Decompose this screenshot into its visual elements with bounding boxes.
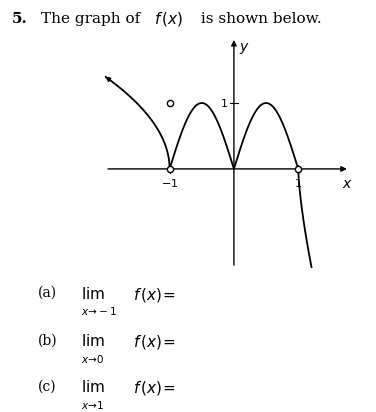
Text: $1$: $1$ xyxy=(220,97,227,109)
Text: is shown below.: is shown below. xyxy=(196,12,321,26)
Text: The graph of: The graph of xyxy=(41,12,146,26)
Text: 5.: 5. xyxy=(11,12,27,26)
Text: $f\,(x)$: $f\,(x)$ xyxy=(154,9,183,28)
Text: (b): (b) xyxy=(38,333,57,347)
Text: $f\,(x)\!=\!$: $f\,(x)\!=\!$ xyxy=(133,379,176,397)
Text: $x\!\to\!-1$: $x\!\to\!-1$ xyxy=(81,305,117,317)
Text: $1$: $1$ xyxy=(294,178,302,190)
Text: y: y xyxy=(239,40,247,54)
Text: $f\,(x)\!=\!$: $f\,(x)\!=\!$ xyxy=(133,333,176,351)
Text: $-1$: $-1$ xyxy=(161,178,178,190)
Text: $\lim$: $\lim$ xyxy=(81,379,105,396)
Text: $\lim$: $\lim$ xyxy=(81,286,105,302)
Text: $x\!\to\!0$: $x\!\to\!0$ xyxy=(81,353,105,365)
Text: $x\!\to\!1$: $x\!\to\!1$ xyxy=(81,399,104,411)
Text: $\lim$: $\lim$ xyxy=(81,333,105,349)
Text: x: x xyxy=(342,177,350,191)
Text: (a): (a) xyxy=(38,286,57,300)
Text: (c): (c) xyxy=(38,379,56,393)
Text: $f\,(x)\!=\!$: $f\,(x)\!=\!$ xyxy=(133,286,176,304)
